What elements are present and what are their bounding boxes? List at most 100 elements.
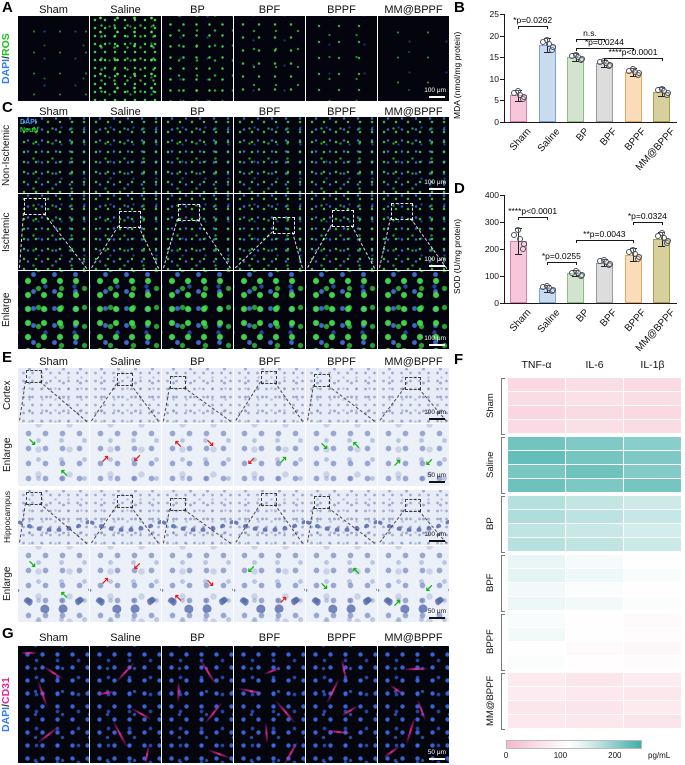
neuron-cell-band [90,546,161,614]
panel-c-letter: C [2,99,13,116]
roi-connector-line [39,381,87,422]
data-point [636,253,642,260]
heat-cell [566,465,623,478]
heat-cell [508,451,565,464]
column-header-saline: Saline [110,632,141,644]
heat-cell [624,701,681,714]
row-label-hippocampus: Hippocampus [2,491,12,544]
micrograph-e-cortex-bppf [306,368,377,423]
group-bracket-bpf [501,555,505,612]
column-header-bp: BP [190,106,205,118]
heat-cell [566,406,623,419]
data-point [511,232,518,239]
panel-b-mda-chart: B MDA (nmol/mg protein) 0 5 10 15 20 25 Sham Sal… [452,0,685,179]
error-bar-cap [543,291,551,293]
heat-cell [624,569,681,582]
roi-connector-line [351,225,375,269]
micrograph-c-non-ischemic-sham: DAPI NeuN [18,117,89,193]
roi-box [405,377,421,390]
micrograph-e-hippocampus-bppf [306,490,377,545]
significance-bracket [604,57,662,59]
micrograph-c-enlarge-mm-bppf: 100 μm [378,271,449,349]
heat-cell [624,420,681,433]
column-header-bppf: BPPF [327,356,356,368]
significance-bracket-end [547,261,548,265]
roi-box [26,370,42,383]
significance-bracket [575,47,633,49]
column-header-saline: Saline [110,356,141,368]
heat-cell [566,715,623,728]
roi-box [178,204,200,221]
colorbar [506,740,642,749]
group-label-bppf: BPPF [485,629,496,654]
heat-cell [566,583,623,596]
micrograph-a-dapi-ros-bppf [306,16,377,101]
y-tick [500,122,504,123]
cd31-vessel-streak [238,687,263,695]
row-label-enlarge-cortex: Enlarge [2,437,13,473]
panel-b-letter: B [454,0,465,16]
micrograph-c-ischemic-bpf [234,194,305,270]
scale-bar-label: 100 μm [424,86,446,94]
neuron-cell-band [162,546,233,614]
cd31-vessel-streak [115,661,136,683]
bar-bppf [624,71,642,122]
damaged-neuron-arrow: ↙ [133,453,142,464]
roi-box [170,498,186,511]
group-label-bpf: BPF [485,573,496,592]
y-axis [504,195,505,303]
micrograph-e-hippocampus-sham [18,490,89,545]
cd31-vessel-streak [383,745,400,759]
data-point [546,41,552,48]
cd31-vessel-streak [199,658,217,686]
scale-bar-label: 100 μm [424,178,446,186]
heat-cell [566,524,623,537]
data-point [660,234,667,241]
group-bracket-bppf [501,614,505,671]
heat-cell [624,465,681,478]
micrograph-c-non-ischemic-bppf [306,117,377,193]
heat-cell [566,687,623,700]
significance-label: n.s. [583,27,597,38]
heat-cell [508,628,565,641]
scale-bar [429,617,445,619]
micrograph-e-hippocampus-enlarge-bp: ↖ ↘ [162,546,233,622]
significance-label: **p=0.0043 [583,229,626,240]
row-label-non-ischemic: Non-Ischemic [1,124,12,186]
micrograph-c-non-ischemic-bpf [234,117,305,193]
intact-neuron-arrow: ↖ [60,590,69,601]
significance-label: ****p<0.0001 [608,46,658,57]
heat-cell [624,614,681,627]
heat-cell [566,597,623,610]
significance-label: *p=0.0262 [513,15,553,26]
damaged-neuron-arrow: ↙ [133,561,142,572]
micrograph-e-cortex-enlarge-sham: ↘ ↖ [18,424,89,486]
column-header-bpf: BPF [258,4,281,16]
column-header-saline: Saline [110,106,141,118]
heat-cell [566,496,623,509]
data-point [603,60,610,67]
neuron-cell-band [306,490,377,532]
scale-bar-label: 100 μm [424,530,446,538]
roi-connector-line [43,213,87,269]
neuron-cell-band [306,546,377,614]
scale-bar [429,481,445,483]
error-bar-cap [543,52,551,54]
neuron-cell-band [90,490,161,532]
y-tick-label: 10 [489,73,499,84]
heat-cell [566,628,623,641]
damaged-neuron-arrow: ↘ [206,438,215,449]
heat-cell [508,378,565,391]
cd31-vessel-streak [405,716,416,746]
roi-box [391,203,413,220]
neuron-cell-band [162,490,233,532]
heat-cell [508,614,565,627]
micrograph-e-cortex-enlarge-mm-bppf: ↗ ↙ 50 μm [378,424,449,486]
intact-neuron-arrow: ↖ [352,566,361,577]
significance-bracket-end [661,57,663,61]
cd31-vessel-streak [43,665,64,681]
roi-box [314,374,330,387]
roi-connector-line [130,384,159,422]
micrograph-c-non-ischemic-mm-bppf: 100 μm [378,117,449,193]
roi-connector-line [327,385,375,422]
